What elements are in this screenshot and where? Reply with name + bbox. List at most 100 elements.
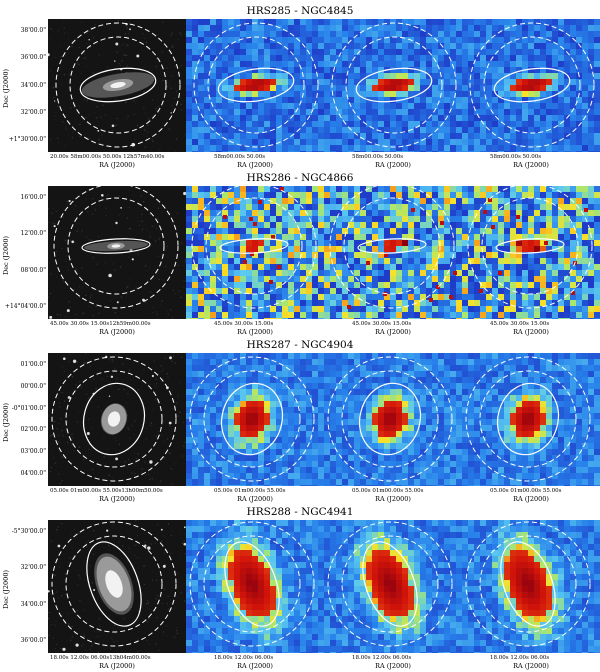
x-axis-label: RA (J2000) — [353, 495, 433, 503]
y-tick-label: 32'00.0" — [0, 564, 46, 571]
star — [117, 301, 119, 303]
flux-map-panel — [324, 186, 462, 319]
star — [115, 222, 117, 224]
star — [149, 460, 152, 463]
star — [67, 309, 70, 312]
star — [76, 644, 79, 647]
noise-peak — [498, 271, 502, 275]
noise-peak — [277, 265, 281, 269]
row-title: HRS288 - NGC4941 — [0, 506, 600, 518]
noise-peak — [269, 280, 273, 284]
star — [112, 125, 115, 128]
y-tick-label: 34'00.0" — [0, 601, 46, 608]
x-axis-label: RA (J2000) — [77, 161, 157, 169]
star — [115, 43, 118, 46]
star — [106, 530, 108, 532]
x-axis-label: RA (J2000) — [491, 161, 571, 169]
y-tick-label: 00'00.0" — [0, 383, 46, 390]
x-tick-labels: 05.00s 01m00.00s 55.00s — [214, 488, 285, 494]
x-tick-labels: 58m00.00s 50.00s — [352, 154, 403, 160]
noise-peak — [243, 260, 247, 264]
row-title: HRS285 - NGC4845 — [0, 5, 600, 17]
x-axis-label: RA (J2000) — [215, 161, 295, 169]
star — [87, 432, 90, 435]
flux-map-panel — [186, 353, 324, 486]
noise-peak — [347, 305, 351, 309]
noise-peak — [411, 208, 415, 212]
x-tick-labels: 58m00.00s 50.00s — [490, 154, 541, 160]
noise-peak — [366, 261, 370, 265]
y-tick-label: 03'00.0" — [0, 448, 46, 455]
flux-map-panel — [462, 520, 600, 653]
star — [120, 207, 122, 209]
x-axis-label: RA (J2000) — [353, 662, 433, 670]
star — [161, 529, 163, 531]
x-axis-label: RA (J2000) — [353, 161, 433, 169]
star — [89, 39, 90, 40]
x-tick-labels: 05.00s 01m00.00s 55.00s13h00m50.00s — [50, 488, 163, 494]
x-tick-labels: 05.00s 01m00.00s 55.00s — [352, 488, 423, 494]
y-tick-label: -0°01'00.0" — [0, 405, 46, 412]
star — [114, 60, 115, 61]
star — [93, 589, 95, 591]
row-title: HRS287 - NGC4904 — [0, 339, 600, 351]
optical-panel — [48, 520, 186, 653]
y-tick-label: 12'00.0" — [0, 230, 46, 237]
x-tick-labels: 05.00s 01m00.00s 55.00s — [490, 488, 561, 494]
flux-map-panel — [462, 186, 600, 319]
y-tick-label: +14°04'00.0" — [0, 303, 46, 310]
star — [58, 545, 61, 548]
y-tick-label: 01'00.0" — [0, 361, 46, 368]
star — [101, 194, 104, 197]
star — [73, 360, 76, 363]
x-tick-labels: 45.00s 30.00s 15.00s — [352, 321, 411, 327]
star — [49, 316, 52, 319]
flux-map-panel — [186, 520, 324, 653]
noise-peak — [258, 200, 262, 204]
y-tick-label: 16'00.0" — [0, 194, 46, 201]
x-axis-label: RA (J2000) — [77, 495, 157, 503]
row-title: HRS286 - NGC4866 — [0, 172, 600, 184]
x-axis-label: RA (J2000) — [491, 495, 571, 503]
flux-map-panel — [324, 19, 462, 152]
x-axis-label: RA (J2000) — [77, 328, 157, 336]
optical-panel — [48, 19, 186, 152]
noise-peak — [479, 289, 483, 293]
star — [54, 100, 55, 101]
x-axis-label: RA (J2000) — [77, 662, 157, 670]
star — [69, 200, 71, 202]
y-tick-label: 38'00.0" — [0, 27, 46, 34]
noise-peak — [253, 222, 257, 226]
flux-map-panel — [462, 19, 600, 152]
y-tick-label: 04'00.0" — [0, 470, 46, 477]
star — [147, 546, 150, 549]
y-tick-label: 34'00.0" — [0, 82, 46, 89]
flux-map-panel — [186, 19, 324, 152]
y-tick-label: 32'00.0" — [0, 109, 46, 116]
noise-peak — [449, 295, 453, 299]
x-tick-labels: 58m00.00s 50.00s — [214, 154, 265, 160]
noise-peak — [453, 271, 457, 275]
x-axis-label: RA (J2000) — [353, 328, 433, 336]
star — [63, 357, 66, 360]
x-tick-labels: 45.00s 30.00s 15.00s — [214, 321, 273, 327]
noise-peak — [223, 215, 227, 219]
star — [171, 112, 172, 113]
x-tick-labels: 18.00s 12.00s 06.00s — [352, 655, 411, 661]
star — [71, 241, 74, 244]
noise-peak — [440, 221, 444, 225]
star — [169, 422, 172, 425]
flux-map-panel — [324, 353, 462, 486]
star — [115, 458, 118, 461]
x-axis-label: RA (J2000) — [491, 328, 571, 336]
x-tick-labels: 18.00s 12.00s 06.00s — [214, 655, 273, 661]
star — [109, 396, 110, 397]
noise-peak — [249, 217, 253, 221]
flux-map-panel — [462, 353, 600, 486]
star — [163, 565, 166, 568]
star — [152, 375, 154, 377]
y-tick-label: +1°30'00.0" — [0, 136, 46, 143]
